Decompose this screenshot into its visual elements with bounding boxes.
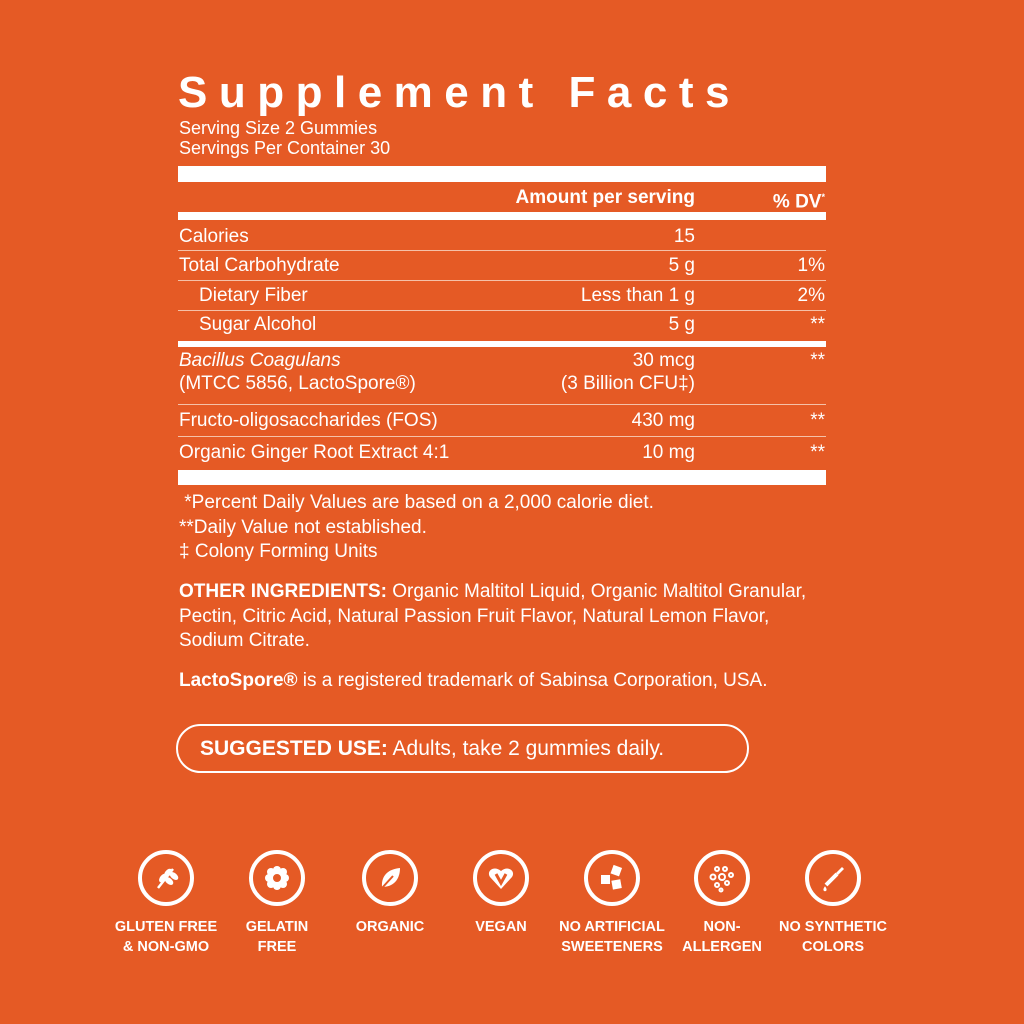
badge-label: NON- ALLERGEN — [682, 919, 762, 955]
trademark-note: LactoSpore® is a registered trademark of… — [179, 670, 768, 691]
serving-size: Serving Size 2 Gummies — [179, 118, 378, 138]
badge-label: NO ARTIFICIAL SWEETENERS — [559, 919, 665, 955]
divider — [178, 166, 826, 182]
dv-header: % DV* — [772, 191, 825, 213]
table-row: Calories 15 — [179, 226, 695, 247]
other-ingredients: OTHER INGREDIENTS: Organic Maltitol Liqu… — [179, 581, 807, 651]
table-header: Amount per serving % DV* — [178, 183, 826, 212]
divider — [178, 341, 826, 347]
table-row: Bacillus Coagulans (MTCC 5856, LactoSpore… — [179, 350, 825, 394]
flower-icon — [249, 850, 305, 906]
divider — [178, 470, 826, 485]
sugar-cubes-icon — [584, 850, 640, 906]
page-title: Supplement Facts — [178, 68, 741, 117]
table-row: Total Carbohydrate 5 g 1% — [179, 255, 825, 276]
suggested-use: SUGGESTED USE: Adults, take 2 gummies da… — [176, 724, 749, 773]
servings-per-container: Servings Per Container 30 — [179, 138, 391, 158]
amount-header: Amount per serving — [515, 187, 695, 208]
heart-v-icon — [473, 850, 529, 906]
table-row: Organic Ginger Root Extract 4:1 10 mg ** — [179, 442, 825, 463]
badge-label: GLUTEN FREE & NON-GMO — [114, 919, 218, 955]
badge-label: VEGAN — [475, 919, 527, 935]
leaf-icon — [362, 850, 418, 906]
wheat-icon — [138, 850, 194, 906]
badge-label: ORGANIC — [355, 919, 425, 935]
dots-icon — [694, 850, 750, 906]
footnotes: *Percent Daily Values are based on a 2,0… — [179, 492, 654, 562]
table-row: Fructo-oligosaccharides (FOS) 430 mg ** — [179, 410, 825, 431]
dropper-icon — [805, 850, 861, 906]
divider — [178, 212, 826, 220]
badge-label: GELATIN FREE — [245, 919, 309, 955]
table-row: Sugar Alcohol 5 g ** — [199, 314, 825, 335]
table-row: Dietary Fiber Less than 1 g 2% — [199, 285, 825, 306]
badge-label: NO SYNTHETIC COLORS — [779, 919, 887, 955]
